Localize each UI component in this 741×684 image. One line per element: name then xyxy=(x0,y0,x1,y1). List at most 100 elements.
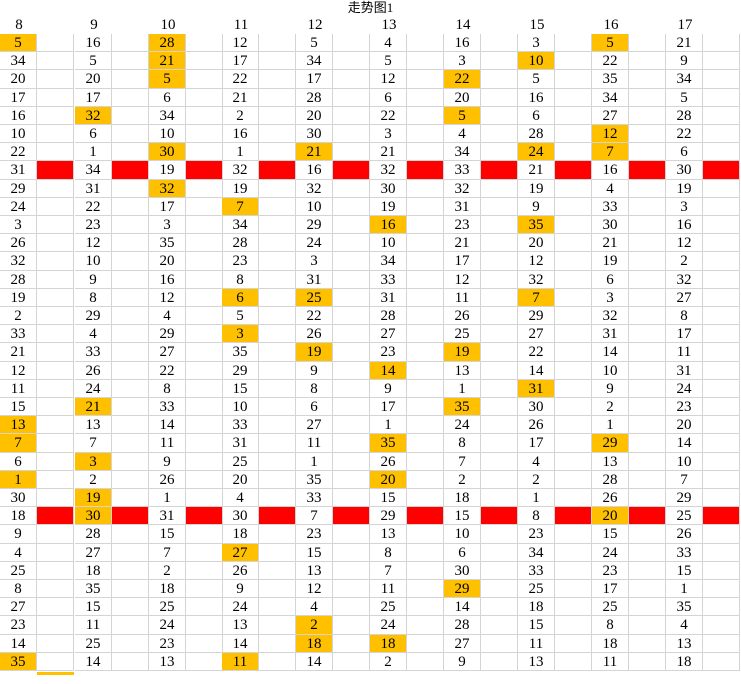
grid-cell[interactable]: 2 xyxy=(666,252,703,271)
grid-cell[interactable]: 31 xyxy=(370,288,407,307)
grid-cell[interactable]: 15 xyxy=(149,525,186,544)
empty-cell[interactable] xyxy=(37,616,74,635)
empty-cell[interactable] xyxy=(629,307,666,326)
empty-cell[interactable] xyxy=(259,398,296,417)
empty-cell[interactable] xyxy=(186,343,223,362)
grid-cell[interactable]: 7 xyxy=(370,561,407,580)
grid-cell[interactable]: 24 xyxy=(518,143,555,162)
empty-cell[interactable] xyxy=(481,252,518,271)
empty-cell[interactable] xyxy=(407,70,444,89)
grid-cell[interactable]: 12 xyxy=(222,34,259,53)
empty-cell[interactable] xyxy=(703,634,740,653)
grid-cell[interactable]: 10 xyxy=(0,125,37,144)
grid-cell[interactable]: 21 xyxy=(592,234,629,253)
grid-cell[interactable]: 5 xyxy=(592,34,629,53)
grid-cell[interactable]: 30 xyxy=(666,161,703,180)
grid-cell[interactable]: 25 xyxy=(75,634,112,653)
empty-cell[interactable] xyxy=(629,379,666,398)
empty-cell[interactable] xyxy=(37,34,74,53)
grid-cell[interactable]: 31 xyxy=(149,507,186,526)
empty-cell[interactable] xyxy=(407,125,444,144)
empty-cell[interactable] xyxy=(186,106,223,125)
empty-cell[interactable] xyxy=(703,307,740,326)
grid-cell[interactable]: 24 xyxy=(0,197,37,216)
empty-cell[interactable] xyxy=(259,416,296,435)
empty-cell[interactable] xyxy=(629,125,666,144)
empty-cell[interactable] xyxy=(555,452,592,471)
empty-cell[interactable] xyxy=(112,288,149,307)
empty-cell[interactable] xyxy=(407,197,444,216)
grid-cell[interactable]: 13 xyxy=(444,361,481,380)
empty-cell[interactable] xyxy=(555,634,592,653)
empty-cell[interactable] xyxy=(555,216,592,235)
grid-cell[interactable]: 3 xyxy=(444,52,481,71)
grid-cell[interactable]: 27 xyxy=(592,106,629,125)
grid-cell[interactable]: 26 xyxy=(222,561,259,580)
grid-cell[interactable]: 17 xyxy=(518,434,555,453)
grid-cell[interactable]: 7 xyxy=(296,507,333,526)
empty-cell[interactable] xyxy=(629,216,666,235)
grid-cell[interactable]: 11 xyxy=(444,288,481,307)
empty-cell[interactable] xyxy=(112,525,149,544)
grid-cell[interactable]: 35 xyxy=(666,598,703,617)
empty-cell[interactable] xyxy=(481,525,518,544)
empty-cell[interactable] xyxy=(333,434,370,453)
grid-cell[interactable]: 19 xyxy=(75,489,112,508)
grid-cell[interactable]: 4 xyxy=(149,307,186,326)
empty-cell[interactable] xyxy=(259,106,296,125)
empty-cell[interactable] xyxy=(407,34,444,53)
grid-cell[interactable]: 8 xyxy=(296,379,333,398)
grid-cell[interactable]: 8 xyxy=(222,270,259,289)
grid-cell[interactable]: 18 xyxy=(370,634,407,653)
grid-cell[interactable]: 7 xyxy=(222,197,259,216)
grid-cell[interactable]: 9 xyxy=(592,379,629,398)
grid-cell[interactable]: 16 xyxy=(518,88,555,107)
empty-cell[interactable] xyxy=(703,652,740,671)
grid-cell[interactable]: 4 xyxy=(444,125,481,144)
grid-cell[interactable]: 35 xyxy=(296,470,333,489)
empty-cell[interactable] xyxy=(186,434,223,453)
grid-cell[interactable]: 20 xyxy=(296,106,333,125)
grid-cell[interactable]: 17 xyxy=(666,325,703,344)
empty-cell[interactable] xyxy=(481,634,518,653)
grid-cell[interactable]: 34 xyxy=(518,543,555,562)
empty-cell[interactable] xyxy=(555,361,592,380)
empty-cell[interactable] xyxy=(703,580,740,599)
grid-cell[interactable]: 27 xyxy=(666,288,703,307)
grid-cell[interactable]: 14 xyxy=(666,434,703,453)
grid-cell[interactable]: 32 xyxy=(149,179,186,198)
empty-cell[interactable] xyxy=(407,416,444,435)
grid-cell[interactable]: 5 xyxy=(518,70,555,89)
grid-cell[interactable]: 2 xyxy=(0,307,37,326)
grid-cell[interactable]: 34 xyxy=(370,252,407,271)
grid-cell[interactable]: 16 xyxy=(75,34,112,53)
grid-cell[interactable]: 33 xyxy=(75,343,112,362)
grid-cell[interactable]: 3 xyxy=(0,216,37,235)
empty-cell[interactable] xyxy=(629,580,666,599)
empty-cell[interactable] xyxy=(555,179,592,198)
grid-cell[interactable]: 24 xyxy=(222,598,259,617)
grid-cell[interactable]: 13 xyxy=(592,452,629,471)
empty-cell[interactable] xyxy=(629,416,666,435)
grid-cell[interactable]: 28 xyxy=(75,525,112,544)
empty-cell[interactable] xyxy=(481,325,518,344)
grid-cell[interactable]: 12 xyxy=(75,234,112,253)
grid-cell[interactable]: 19 xyxy=(666,179,703,198)
grid-cell[interactable]: 23 xyxy=(75,216,112,235)
grid-cell[interactable]: 34 xyxy=(222,216,259,235)
empty-cell[interactable] xyxy=(112,416,149,435)
grid-cell[interactable]: 26 xyxy=(518,416,555,435)
grid-cell[interactable]: 35 xyxy=(592,70,629,89)
empty-cell[interactable] xyxy=(407,288,444,307)
grid-cell[interactable]: 29 xyxy=(444,580,481,599)
grid-cell[interactable]: 17 xyxy=(444,252,481,271)
empty-cell[interactable] xyxy=(333,106,370,125)
grid-cell[interactable]: 19 xyxy=(296,343,333,362)
empty-cell[interactable] xyxy=(555,398,592,417)
grid-cell[interactable]: 31 xyxy=(222,434,259,453)
grid-cell[interactable]: 19 xyxy=(370,197,407,216)
grid-cell[interactable]: 30 xyxy=(518,398,555,417)
grid-cell[interactable]: 1 xyxy=(222,143,259,162)
empty-cell[interactable] xyxy=(259,616,296,635)
grid-cell[interactable]: 26 xyxy=(0,234,37,253)
